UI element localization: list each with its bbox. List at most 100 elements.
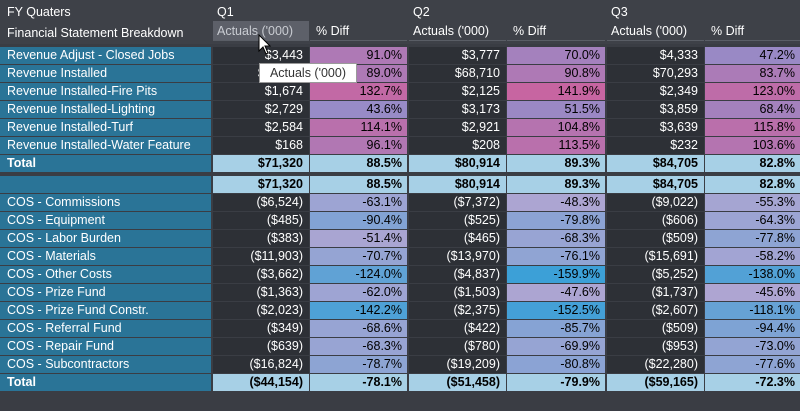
table-row[interactable]: COS - Equipment ($485) -90.4% ($525) -79.8%(… [0, 212, 800, 230]
q1-diff-cell[interactable]: 88.5% [310, 155, 407, 172]
row-label[interactable]: COS - Repair Fund [0, 338, 211, 355]
q3-actuals-cell[interactable]: $4,333 [607, 47, 704, 64]
q1-actuals-cell[interactable]: $3,443 [213, 47, 309, 64]
q3-actuals-cell[interactable]: $84,705 [607, 176, 704, 193]
q3-actuals-cell[interactable]: $70,293 [607, 65, 704, 82]
row-label[interactable]: COS - Labor Burden [0, 230, 211, 247]
q2-actuals-cell[interactable]: $80,914 [409, 155, 506, 172]
q3-diff-cell[interactable]: 82.8% [705, 176, 800, 193]
q1-actuals-cell[interactable]: ($44,154) [213, 374, 309, 391]
row-label[interactable]: COS - Referral Fund [0, 320, 211, 337]
q2-diff-cell[interactable]: -47.6% [507, 284, 605, 301]
table-row[interactable]: Revenue Installed-Water Feature $168 96.1%… [0, 137, 800, 155]
q2-actuals-cell[interactable]: $3,173 [409, 101, 506, 118]
q1-actuals-cell[interactable]: ($349) [213, 320, 309, 337]
q1-actuals-cell[interactable]: $71,320 [213, 155, 309, 172]
q1-actuals-cell[interactable]: ($6,524) [213, 194, 309, 211]
table-row[interactable]: COS - Materials ($11,903) -70.7% ($13,970) -… [0, 248, 800, 266]
q1-diff-cell[interactable]: -124.0% [310, 266, 407, 283]
q3-diff-cell[interactable]: -55.3% [705, 194, 800, 211]
q3-diff-cell[interactable]: -64.3% [705, 212, 800, 229]
q2-actuals-cell[interactable]: ($4,837) [409, 266, 506, 283]
q3-diff-cell[interactable]: -138.0% [705, 266, 800, 283]
row-label[interactable]: Revenue Installed-Water Feature [0, 137, 211, 154]
q1-actuals-cell[interactable]: ($2,023) [213, 302, 309, 319]
table-row[interactable]: Revenue Adjust - Closed Jobs $3,443 91.0% $… [0, 47, 800, 65]
q1-actuals-cell[interactable]: $1,674 [213, 83, 309, 100]
q3-actuals-cell[interactable]: ($953) [607, 338, 704, 355]
q3-diff-cell[interactable]: -45.6% [705, 284, 800, 301]
row-label[interactable]: COS - Prize Fund [0, 284, 211, 301]
q1-diff-cell[interactable]: -51.4% [310, 230, 407, 247]
q1-diff-cell[interactable]: 91.0% [310, 47, 407, 64]
q1-actuals-cell[interactable]: $71,320 [213, 176, 309, 193]
q2-diff-cell[interactable]: -48.3% [507, 194, 605, 211]
table-row[interactable]: Revenue Installed-Lighting $2,729 43.6% $3,… [0, 101, 800, 119]
table-row[interactable]: Revenue Installed$65,37189.0%$68,71090.8… [0, 65, 800, 83]
q3-diff-cell[interactable]: -94.4% [705, 320, 800, 337]
q3-diff-cell[interactable]: -77.6% [705, 356, 800, 373]
table-row[interactable]: COS - Subcontractors ($16,824) -78.7% ($19,… [0, 356, 800, 374]
q2-diff-cell[interactable]: 70.0% [507, 47, 605, 64]
column-header-diff-q1[interactable]: % Diff [310, 21, 407, 41]
q2-actuals-cell[interactable]: $68,710 [409, 65, 506, 82]
q1-actuals-cell[interactable]: ($639) [213, 338, 309, 355]
table-row[interactable]: COS - Other Costs ($3,662) -124.0% ($4,837)… [0, 266, 800, 284]
q3-actuals-cell[interactable]: $232 [607, 137, 704, 154]
q3-diff-cell[interactable]: -72.3% [705, 374, 800, 391]
q3-actuals-cell[interactable]: ($9,022) [607, 194, 704, 211]
column-header-actuals-q1[interactable]: Actuals ('000) [213, 21, 309, 41]
q2-diff-cell[interactable]: -76.1% [507, 248, 605, 265]
q3-diff-cell[interactable]: -58.2% [705, 248, 800, 265]
row-label[interactable]: Revenue Installed-Lighting [0, 101, 211, 118]
column-header-actuals-q2[interactable]: Actuals ('000) [409, 21, 506, 41]
column-header-diff-q3[interactable]: % Diff [705, 21, 800, 41]
q2-actuals-cell[interactable]: $2,125 [409, 83, 506, 100]
q3-actuals-cell[interactable]: ($59,165) [607, 374, 704, 391]
q3-diff-cell[interactable]: 115.8% [705, 119, 800, 136]
q2-actuals-cell[interactable]: ($525) [409, 212, 506, 229]
q1-diff-cell[interactable]: -78.1% [310, 374, 407, 391]
row-label[interactable]: Revenue Installed-Fire Pits [0, 83, 211, 100]
q3-diff-cell[interactable]: 47.2% [705, 47, 800, 64]
q3-diff-cell[interactable]: 68.4% [705, 101, 800, 118]
q1-actuals-cell[interactable]: ($1,363) [213, 284, 309, 301]
q1-diff-cell[interactable]: -142.2% [310, 302, 407, 319]
q2-diff-cell[interactable]: -85.7% [507, 320, 605, 337]
row-label[interactable]: Total [0, 155, 211, 172]
q1-diff-cell[interactable]: 88.5% [310, 176, 407, 193]
q1-actuals-cell[interactable]: $2,729 [213, 101, 309, 118]
q3-actuals-cell[interactable]: $84,705 [607, 155, 704, 172]
q1-actuals-cell[interactable]: ($16,824) [213, 356, 309, 373]
table-row[interactable]: Total $71,320 88.5% $80,914 89.3% $84,705 82.8… [0, 155, 800, 173]
q2-diff-cell[interactable]: -79.9% [507, 374, 605, 391]
q3-actuals-cell[interactable]: ($509) [607, 230, 704, 247]
q2-diff-cell[interactable]: -68.3% [507, 230, 605, 247]
q2-diff-cell[interactable]: -80.8% [507, 356, 605, 373]
q2-actuals-cell[interactable]: $3,777 [409, 47, 506, 64]
q1-diff-cell[interactable]: -62.0% [310, 284, 407, 301]
row-label[interactable]: Revenue Installed-Turf [0, 119, 211, 136]
q1-diff-cell[interactable]: 132.7% [310, 83, 407, 100]
column-header-diff-q2[interactable]: % Diff [507, 21, 605, 41]
q1-diff-cell[interactable]: 96.1% [310, 137, 407, 154]
q3-actuals-cell[interactable]: ($2,607) [607, 302, 704, 319]
table-row[interactable]: COS - Prize Fund Constr. ($2,023) -142.2% (… [0, 302, 800, 320]
q3-diff-cell[interactable]: -77.8% [705, 230, 800, 247]
row-label[interactable]: COS - Commissions [0, 194, 211, 211]
q2-actuals-cell[interactable]: ($51,458) [409, 374, 506, 391]
q3-actuals-cell[interactable]: $2,349 [607, 83, 704, 100]
q2-actuals-cell[interactable]: $80,914 [409, 176, 506, 193]
q3-actuals-cell[interactable]: ($22,280) [607, 356, 704, 373]
q2-diff-cell[interactable]: 51.5% [507, 101, 605, 118]
q3-actuals-cell[interactable]: ($15,691) [607, 248, 704, 265]
row-label[interactable]: COS - Prize Fund Constr. [0, 302, 211, 319]
q2-diff-cell[interactable]: 113.5% [507, 137, 605, 154]
q1-diff-cell[interactable]: 114.1% [310, 119, 407, 136]
quarter-q2-header[interactable]: Q2 [413, 5, 430, 19]
q2-diff-cell[interactable]: -159.9% [507, 266, 605, 283]
column-header-actuals-q3[interactable]: Actuals ('000) [607, 21, 704, 41]
table-row[interactable]: COS - Repair Fund ($639) -68.3% ($780) -69.9… [0, 338, 800, 356]
q1-actuals-cell[interactable]: ($11,903) [213, 248, 309, 265]
q1-diff-cell[interactable]: 43.6% [310, 101, 407, 118]
